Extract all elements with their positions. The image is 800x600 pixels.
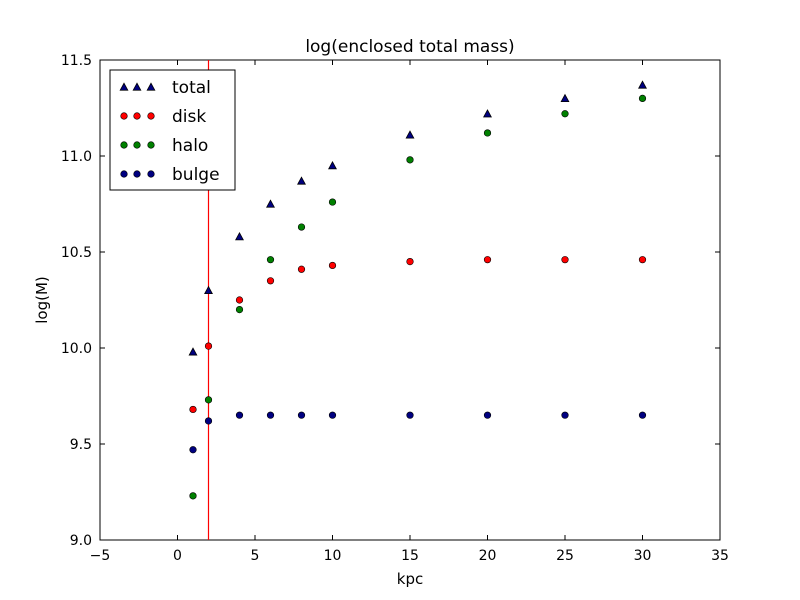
legend: total disk halo bulge <box>109 69 236 191</box>
data-point-halo <box>266 256 275 264</box>
legend-marker-bulge <box>133 170 141 178</box>
x-tick-label: 0 <box>173 548 182 564</box>
legend-marker-halo <box>120 141 128 149</box>
y-tick-label: 11.0 <box>61 149 92 165</box>
data-point-halo <box>406 156 414 164</box>
legend-label-bulge: bulge <box>172 165 220 185</box>
data-point-total <box>328 160 337 170</box>
data-point-disk <box>189 405 197 414</box>
data-point-disk <box>297 265 306 273</box>
data-point-bulge <box>483 411 492 419</box>
x-tick-label: −5 <box>90 548 111 564</box>
x-tick-label: 10 <box>324 548 342 564</box>
legend-marker-halo <box>147 141 155 149</box>
data-point-bulge <box>561 411 569 419</box>
legend-box <box>109 69 236 191</box>
legend-label-total: total <box>172 78 211 98</box>
plot-area: −5 0 5 10 15 20 25 30 35 9.0 9.5 10.0 10.5 11.0 11.5 to… <box>61 53 729 564</box>
data-point-halo <box>297 223 306 231</box>
legend-marker-disk <box>133 112 141 120</box>
data-point-disk <box>561 256 569 264</box>
data-point-disk <box>638 256 647 264</box>
y-tick-label: 9.5 <box>70 437 92 453</box>
x-axis-label: kpc <box>397 570 423 588</box>
data-point-total <box>266 199 275 208</box>
data-point-bulge <box>406 411 414 419</box>
series-halo <box>189 94 647 500</box>
legend-item-bulge: bulge <box>120 165 220 185</box>
legend-marker-disk <box>120 112 128 120</box>
data-point-bulge <box>189 446 197 454</box>
data-point-halo <box>638 94 647 102</box>
legend-marker-total <box>119 82 129 91</box>
series-total <box>188 80 647 356</box>
data-point-halo <box>561 110 569 118</box>
x-tick-label: 20 <box>479 548 497 564</box>
legend-marker-bulge <box>147 170 155 178</box>
data-point-disk <box>266 277 275 285</box>
data-point-halo <box>483 129 492 137</box>
x-tick-label: 30 <box>634 548 652 564</box>
legend-item-halo: halo <box>120 136 208 156</box>
series-bulge <box>189 411 647 454</box>
chart-title: log(enclosed total mass) <box>305 37 514 57</box>
legend-label-disk: disk <box>172 107 206 127</box>
data-point-bulge <box>266 411 275 419</box>
y-tick-label: 9.0 <box>70 533 92 549</box>
data-point-disk <box>204 342 213 350</box>
data-point-total <box>188 347 198 356</box>
data-point-total <box>235 231 244 241</box>
legend-marker-disk <box>147 112 155 120</box>
data-point-halo <box>189 492 197 500</box>
data-point-total <box>204 285 213 295</box>
data-point-total <box>638 80 647 89</box>
data-point-disk <box>483 256 492 264</box>
x-tick-label: 5 <box>251 548 260 564</box>
data-point-halo <box>204 396 213 404</box>
data-point-total <box>483 109 492 118</box>
y-tick-label: 10.0 <box>61 341 92 357</box>
data-point-bulge <box>235 411 244 419</box>
x-tick-label: 25 <box>556 548 574 564</box>
legend-item-disk: disk <box>120 107 206 127</box>
legend-item-total: total <box>119 78 211 98</box>
data-point-disk <box>235 296 244 304</box>
legend-marker-total <box>146 82 156 91</box>
legend-label-halo: halo <box>172 136 208 156</box>
x-tick-label: 35 <box>711 548 729 564</box>
data-point-bulge <box>328 411 337 419</box>
legend-marker-total <box>132 82 142 91</box>
data-point-total <box>405 130 415 139</box>
data-point-halo <box>328 198 337 206</box>
legend-marker-bulge <box>120 170 128 178</box>
y-axis-label: log(M) <box>33 276 51 324</box>
data-point-halo <box>235 306 244 314</box>
data-point-bulge <box>204 417 213 425</box>
data-point-disk <box>328 261 337 270</box>
y-tick-label: 11.5 <box>61 53 92 69</box>
y-tick-label: 10.5 <box>61 245 92 261</box>
data-point-bulge <box>638 411 647 419</box>
data-point-total <box>560 93 570 103</box>
legend-marker-halo <box>133 141 141 149</box>
data-point-disk <box>406 258 414 266</box>
series-disk <box>189 256 647 414</box>
data-point-bulge <box>297 411 306 419</box>
data-point-total <box>297 176 306 185</box>
x-tick-label: 15 <box>401 548 419 564</box>
